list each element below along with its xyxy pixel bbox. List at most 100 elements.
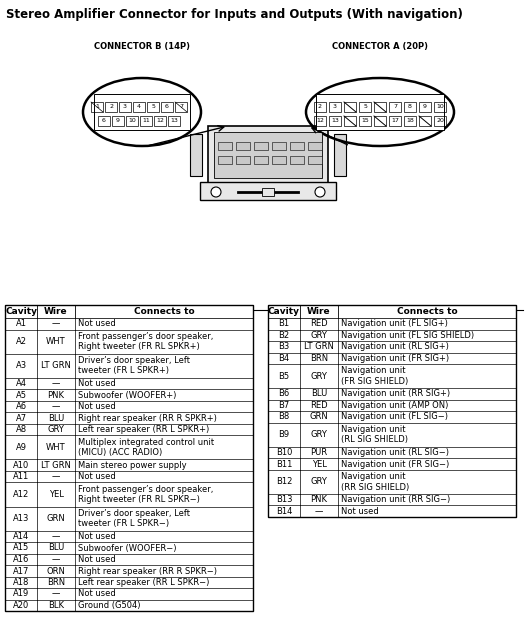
Bar [5,305,253,611]
Bar [5,354,253,377]
Bar [5,389,253,401]
Bar [344,116,356,126]
Text: 7: 7 [393,105,397,110]
Bar [5,531,253,542]
Text: —: — [52,555,60,564]
Bar [268,364,516,388]
Text: YEL: YEL [49,490,63,499]
Text: 13: 13 [331,119,339,123]
Text: 10: 10 [128,119,136,123]
Text: Left rear speaker (RR L SPKR−): Left rear speaker (RR L SPKR−) [78,578,210,587]
Text: A20: A20 [13,601,29,610]
Text: GRY: GRY [310,331,327,340]
Bar [140,116,152,126]
Text: Connects to: Connects to [397,307,457,316]
Text: Navigation unit (FL SIG+): Navigation unit (FL SIG+) [341,319,448,328]
Text: —: — [52,402,60,411]
Text: GRN: GRN [46,514,65,523]
Bar [5,554,253,565]
Bar [268,305,516,318]
Text: A11: A11 [13,473,29,482]
Bar [98,116,110,126]
Text: 15: 15 [361,119,369,123]
Text: Not used: Not used [78,532,116,541]
Bar [91,102,103,112]
Text: Not used: Not used [78,379,116,388]
Bar [94,94,190,130]
Text: B9: B9 [278,430,289,439]
Text: 9: 9 [423,105,427,110]
Bar [5,565,253,577]
Text: Not used: Not used [341,507,379,516]
Text: A8: A8 [15,425,26,434]
Text: A2: A2 [15,337,26,346]
Text: WHT: WHT [46,337,66,346]
Text: A18: A18 [13,578,29,587]
Text: A3: A3 [15,361,26,370]
Text: B3: B3 [278,342,290,351]
Bar [5,482,253,507]
Bar [389,102,401,112]
Bar [268,505,516,517]
Bar [175,102,187,112]
Text: ORN: ORN [46,566,65,575]
Text: Navigation unit
(RL SIG SHIELD): Navigation unit (RL SIG SHIELD) [341,425,408,444]
Bar [316,94,444,130]
Bar [268,458,516,470]
Text: Subwoofer (WOOFER+): Subwoofer (WOOFER+) [78,390,176,399]
Bar [254,142,268,150]
Bar [5,542,253,554]
Text: B4: B4 [278,354,289,363]
Text: 4: 4 [137,105,141,110]
Bar [154,116,166,126]
Text: Multiplex integrated control unit
(MICU) (ACC RADIO): Multiplex integrated control unit (MICU)… [78,438,214,457]
Text: —: — [315,507,323,516]
Text: BLU: BLU [311,390,327,399]
Bar [268,305,516,517]
Circle shape [211,187,221,197]
Text: 3: 3 [333,105,337,110]
Text: GRY: GRY [310,430,327,439]
Text: A7: A7 [15,413,26,422]
Bar [262,188,274,196]
Text: RED: RED [310,319,328,328]
Bar [434,116,446,126]
Text: BLU: BLU [48,544,64,553]
Text: A14: A14 [13,532,29,541]
Bar [5,600,253,611]
Text: 2: 2 [318,105,322,110]
Text: GRY: GRY [310,372,327,381]
Text: PNK: PNK [310,495,327,504]
Text: Navigation unit (AMP ON): Navigation unit (AMP ON) [341,401,448,410]
Text: 2: 2 [109,105,113,110]
Bar [236,142,250,150]
Bar [314,116,326,126]
Bar [5,460,253,471]
Text: 18: 18 [406,119,414,123]
Text: BRN: BRN [47,578,65,587]
Text: —: — [52,319,60,328]
Bar [374,102,386,112]
Text: PUR: PUR [310,448,327,457]
Text: 10: 10 [436,105,444,110]
Bar [389,116,401,126]
Bar [5,577,253,588]
Bar [268,494,516,505]
Text: 20: 20 [436,119,444,123]
Bar [208,126,328,184]
Bar [214,132,322,178]
Bar [5,305,253,318]
Text: Right rear speaker (RR R SPKR+): Right rear speaker (RR R SPKR+) [78,413,217,422]
Text: GRY: GRY [310,478,327,487]
Text: 7: 7 [179,105,183,110]
Text: RED: RED [310,401,328,410]
Text: A9: A9 [15,443,26,452]
Text: 12: 12 [156,119,164,123]
Text: 17: 17 [391,119,399,123]
Text: A1: A1 [15,319,26,328]
Bar [5,507,253,531]
Text: A19: A19 [13,589,29,598]
Text: Wire: Wire [44,307,68,316]
Bar [268,329,516,341]
Bar [434,102,446,112]
